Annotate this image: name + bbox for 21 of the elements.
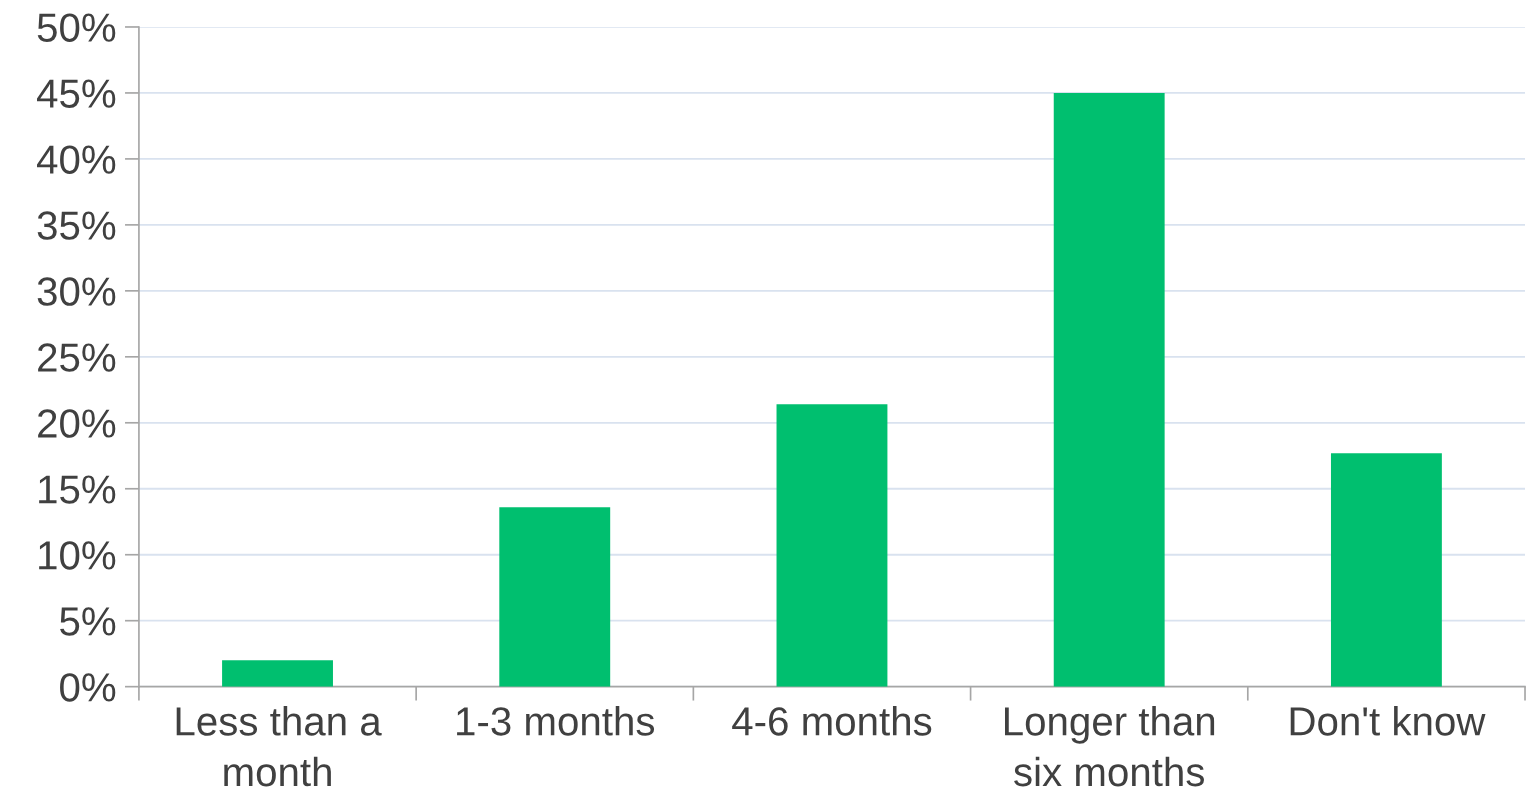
y-tick-label: 45% xyxy=(37,79,116,108)
x-tick-label: Less than a month xyxy=(176,706,382,787)
y-tick-label: 40% xyxy=(37,145,116,174)
y-tick-label: 15% xyxy=(39,475,116,504)
bar xyxy=(499,507,611,687)
y-tick-label: 20% xyxy=(38,409,116,438)
x-tick-label: Don't know xyxy=(1290,706,1486,736)
x-tick-label: 4-6 months xyxy=(732,706,932,736)
x-tick-label: 1-3 months xyxy=(457,706,655,736)
bar xyxy=(776,404,888,687)
y-tick-label: 25% xyxy=(38,343,116,372)
y-tick-label: 5% xyxy=(60,607,116,636)
bar xyxy=(1053,92,1165,687)
y-tick-label: 35% xyxy=(37,211,116,240)
x-tick-label: Longer than six months xyxy=(1005,706,1215,787)
y-tick-label: 50% xyxy=(37,13,116,42)
y-tick-label: 30% xyxy=(37,277,116,306)
bar xyxy=(1330,453,1442,687)
y-tick-label: 10% xyxy=(39,541,116,570)
bar xyxy=(222,660,333,687)
y-tick-label: 0% xyxy=(60,673,116,702)
